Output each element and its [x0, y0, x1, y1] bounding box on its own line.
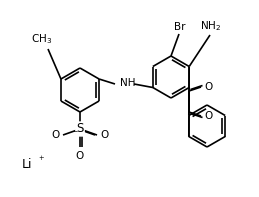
Text: CH$_3$: CH$_3$ — [31, 32, 53, 46]
Text: Li: Li — [22, 159, 32, 172]
Text: S: S — [76, 123, 84, 136]
Text: O: O — [100, 130, 108, 140]
Text: NH$_2$: NH$_2$ — [200, 19, 221, 33]
Text: Br: Br — [174, 22, 186, 32]
Text: O: O — [204, 82, 212, 92]
Text: O: O — [204, 111, 212, 121]
Text: $^-$: $^-$ — [71, 127, 79, 137]
Text: O: O — [52, 130, 60, 140]
Text: O: O — [76, 151, 84, 161]
Text: NH: NH — [120, 78, 135, 88]
Text: $^+$: $^+$ — [37, 155, 45, 165]
